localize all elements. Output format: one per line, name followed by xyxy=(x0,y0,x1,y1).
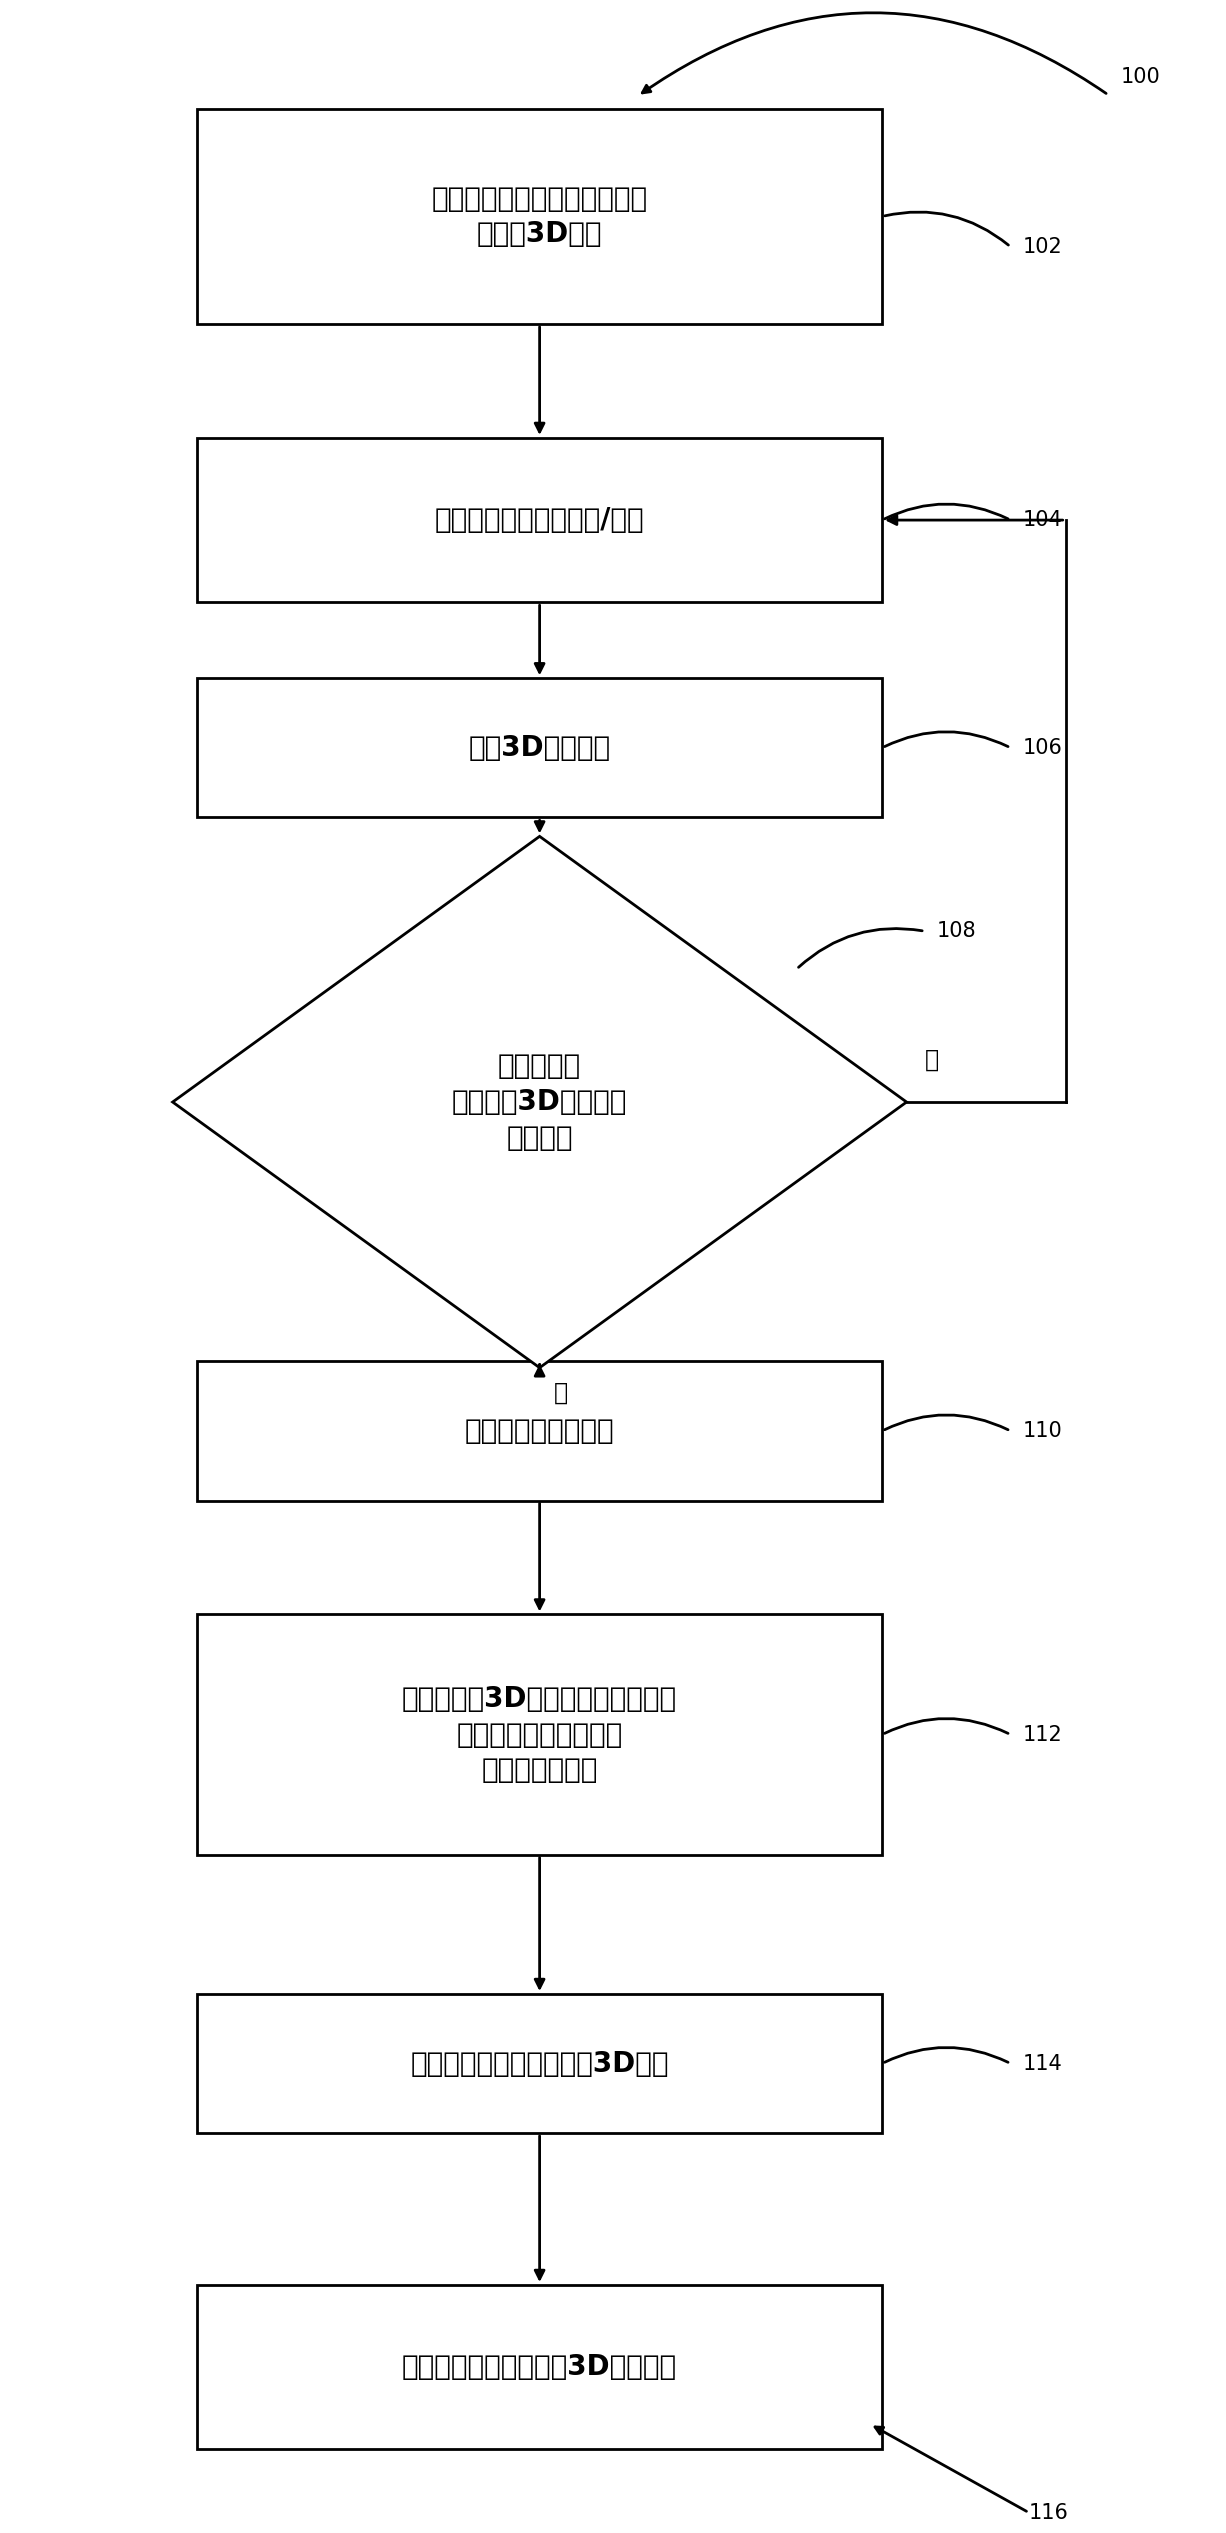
Polygon shape xyxy=(173,836,906,1368)
Text: 116: 116 xyxy=(1029,2503,1069,2523)
Text: 分析3D场景模型: 分析3D场景模型 xyxy=(468,735,611,762)
Text: 利用预定义的无碰撞路径进行
机器人3D扫描: 利用预定义的无碰撞路径进行 机器人3D扫描 xyxy=(432,185,647,248)
Text: 112: 112 xyxy=(1022,1725,1063,1745)
Text: 利用新的路径进行机器人3D扫描: 利用新的路径进行机器人3D扫描 xyxy=(411,2049,669,2077)
Text: 否: 否 xyxy=(554,1380,569,1403)
Text: 102: 102 xyxy=(1022,236,1063,256)
Bar xyxy=(197,438,883,603)
Bar xyxy=(197,1993,883,2133)
Bar xyxy=(197,109,883,324)
Text: 110: 110 xyxy=(1022,1421,1063,1441)
Text: 114: 114 xyxy=(1022,2054,1063,2075)
Text: 生成机器人周围完整的3D场景模型: 生成机器人周围完整的3D场景模型 xyxy=(402,2353,677,2381)
Text: 104: 104 xyxy=(1022,509,1063,529)
Bar xyxy=(197,2285,883,2449)
Text: 机器人周围
的场景的3D模型是否
被完成？: 机器人周围 的场景的3D模型是否 被完成？ xyxy=(452,1051,628,1153)
Bar xyxy=(197,679,883,818)
Bar xyxy=(197,1360,883,1500)
Bar xyxy=(197,1614,883,1854)
Text: 108: 108 xyxy=(937,922,977,942)
Text: 100: 100 xyxy=(1121,68,1160,86)
Text: 重建机器人周围的场景/环境: 重建机器人周围的场景/环境 xyxy=(435,507,645,534)
Text: 生成下一个扫描视点: 生成下一个扫描视点 xyxy=(465,1416,614,1444)
Text: 是: 是 xyxy=(924,1049,939,1071)
Text: 106: 106 xyxy=(1022,737,1063,757)
Text: 基于最新的3D场景模型利用机器人
无碰撞运动规划器规划
下一个扫描路径: 基于最新的3D场景模型利用机器人 无碰撞运动规划器规划 下一个扫描路径 xyxy=(402,1684,677,1783)
